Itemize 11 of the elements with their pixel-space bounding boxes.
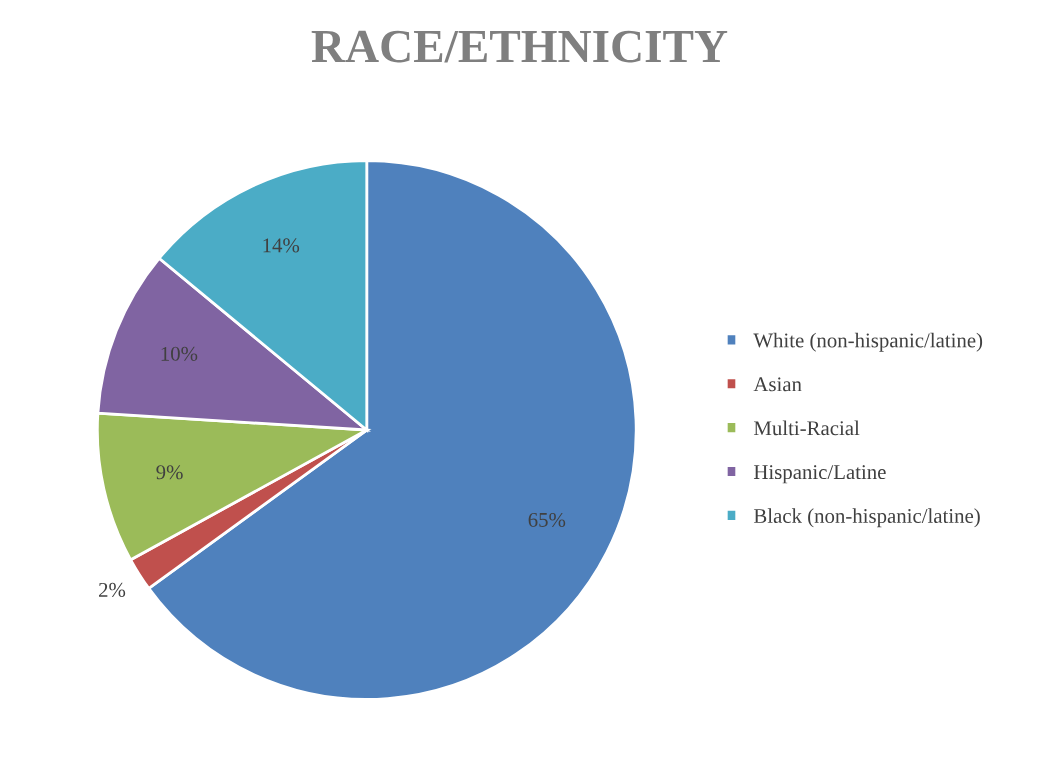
- chart-title: RACE/ETHNICITY: [311, 30, 728, 63]
- data-label: 10%: [161, 346, 198, 361]
- legend-label: Black (non-hispanic/latine): [753, 508, 980, 528]
- data-label: 14%: [263, 238, 300, 253]
- data-label: 65%: [528, 512, 566, 528]
- legend-label: Hispanic/Latine: [753, 465, 886, 484]
- legend-label: Multi-Racial: [753, 420, 860, 436]
- legend-label: Asian: [753, 377, 802, 392]
- data-label: 2%: [99, 582, 126, 597]
- data-label: 9%: [156, 465, 183, 480]
- legend-label: White (non-hispanic/latine): [753, 332, 983, 352]
